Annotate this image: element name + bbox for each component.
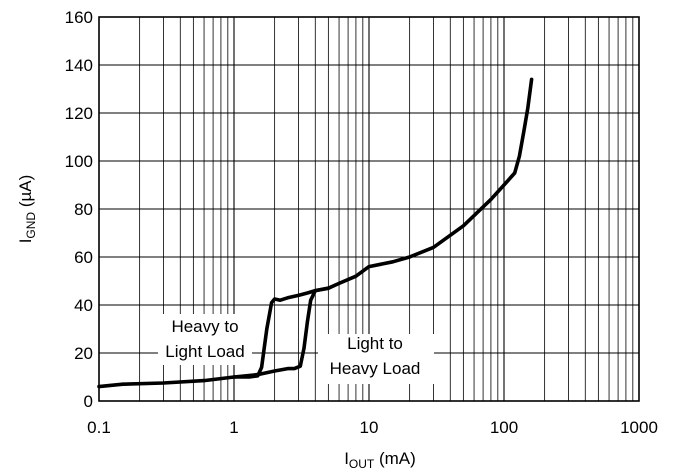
x-tick-label: 1000: [620, 418, 658, 437]
annotation-light-to-heavy-line2: Heavy Load: [330, 359, 421, 378]
y-axis-label: IGND (µA): [16, 175, 38, 244]
plot-frame: [98, 16, 640, 402]
y-tick-label: 120: [65, 104, 93, 123]
x-axis-label: IOUT (mA): [344, 449, 416, 470]
annotation-heavy-to-light-line1: Heavy to: [171, 317, 238, 336]
y-tick-label: 140: [65, 56, 93, 75]
y-tick-label: 0: [84, 392, 93, 411]
y-tick-label: 40: [74, 296, 93, 315]
y-tick-label: 160: [65, 8, 93, 27]
x-tick-label: 1: [229, 418, 238, 437]
y-tick-label: 80: [74, 200, 93, 219]
annotation-light-to-heavy-bg: [318, 334, 434, 384]
x-tick-label: 0.1: [87, 418, 111, 437]
y-tick-label: 20: [74, 344, 93, 363]
x-tick-label: 100: [490, 418, 518, 437]
annotation-heavy-to-light-line2: Light Load: [165, 342, 244, 361]
annotation-heavy-to-light-bg: [158, 314, 252, 365]
series-line-2: [232, 286, 331, 379]
data-lines: [97, 77, 534, 389]
y-tick-label: 60: [74, 248, 93, 267]
y-tick-label: 100: [65, 152, 93, 171]
x-tick-label: 10: [360, 418, 379, 437]
annotation-light-to-heavy-line1: Light to: [347, 334, 403, 353]
y-tick-labels: 0 20 40 60 80 100 120 140 160: [65, 8, 93, 411]
